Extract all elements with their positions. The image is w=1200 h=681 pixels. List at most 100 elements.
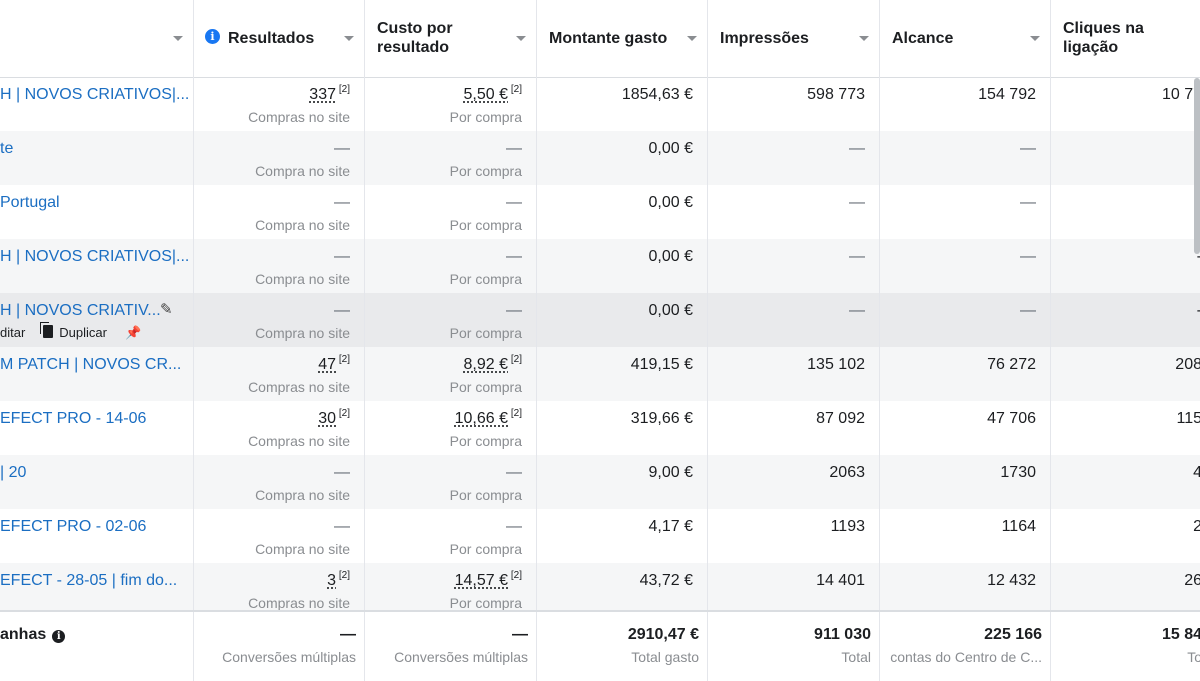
- chevron-down-icon[interactable]: [687, 36, 697, 41]
- campaign-name-cell: H | NOVOS CRIATIVOS|...: [0, 77, 194, 131]
- spend-value: 9,00 €: [649, 463, 693, 482]
- results-value[interactable]: 30: [318, 409, 336, 428]
- cost-value[interactable]: —: [506, 247, 522, 266]
- reach-value: —: [1020, 247, 1036, 266]
- footer-impressions: 911 030 Total: [708, 612, 880, 681]
- info-icon[interactable]: i: [205, 29, 220, 44]
- column-header-spend[interactable]: Montante gasto: [537, 0, 708, 77]
- campaign-name-link[interactable]: EFECT PRO - 14-06: [0, 409, 146, 428]
- cost-value[interactable]: —: [506, 517, 522, 536]
- reach-cell: 12 432: [880, 563, 1051, 617]
- results-value[interactable]: —: [334, 247, 350, 266]
- campaign-name-link[interactable]: EFECT - 28-05 | fim do...: [0, 571, 177, 590]
- column-header-results[interactable]: i Resultados: [194, 0, 365, 77]
- footer-title: anhas i: [0, 625, 65, 644]
- cost-value[interactable]: —: [506, 301, 522, 320]
- attribution-badge[interactable]: [2]: [339, 570, 350, 581]
- cost-type: Por compra: [450, 379, 522, 395]
- column-header-link-clicks[interactable]: Cliques na ligação: [1051, 0, 1200, 77]
- impressions-cell: —: [708, 239, 880, 293]
- reach-cell: 154 792: [880, 77, 1051, 131]
- cost-value[interactable]: 14,57 €: [455, 571, 508, 590]
- table-row[interactable]: M PATCH | NOVOS CR... 47 [2] Compras no s…: [0, 347, 1200, 401]
- table-row[interactable]: H | NOVOS CRIATIV... ✎ ditar Duplicar 📌 — …: [0, 293, 1200, 347]
- cost-value[interactable]: 5,50 €: [464, 85, 508, 104]
- results-value[interactable]: —: [334, 517, 350, 536]
- results-type: Compras no site: [248, 595, 350, 611]
- results-value[interactable]: —: [334, 301, 350, 320]
- pencil-icon[interactable]: ✎: [160, 300, 173, 318]
- attribution-badge[interactable]: [2]: [511, 570, 522, 581]
- table-row[interactable]: EFECT PRO - 14-06 30 [2] Compras no site …: [0, 401, 1200, 455]
- results-value[interactable]: —: [334, 139, 350, 158]
- campaign-name-cell: H | NOVOS CRIATIVOS|...: [0, 239, 194, 293]
- results-value[interactable]: 337: [309, 85, 336, 104]
- table-row[interactable]: H | NOVOS CRIATIVOS|... 337 [2] Compras n…: [0, 77, 1200, 131]
- info-icon[interactable]: i: [52, 630, 65, 643]
- reach-value: —: [1020, 193, 1036, 212]
- results-cell: — Compra no site: [194, 509, 365, 563]
- chevron-down-icon[interactable]: [344, 36, 354, 41]
- duplicate-link[interactable]: Duplicar: [59, 325, 107, 340]
- results-value[interactable]: —: [334, 463, 350, 482]
- column-header-cost[interactable]: Custo por resultado: [365, 0, 537, 77]
- reach-value: 1730: [1000, 463, 1036, 482]
- results-cell: 3 [2] Compras no site: [194, 563, 365, 617]
- pin-icon[interactable]: 📌: [125, 325, 141, 340]
- reach-cell: —: [880, 185, 1051, 239]
- edit-link[interactable]: ditar: [0, 325, 25, 340]
- reach-value: 1164: [1002, 517, 1036, 536]
- campaign-name-link[interactable]: EFECT PRO - 02-06: [0, 517, 146, 536]
- cost-value[interactable]: —: [506, 463, 522, 482]
- footer-spend: 2910,47 € Total gasto: [537, 612, 708, 681]
- attribution-badge[interactable]: [2]: [339, 354, 350, 365]
- spend-value: 0,00 €: [649, 139, 693, 158]
- cost-type: Por compra: [450, 325, 522, 341]
- campaign-name-link[interactable]: Portugal: [0, 193, 60, 212]
- attribution-badge[interactable]: [2]: [339, 84, 350, 95]
- campaign-name-link[interactable]: te: [0, 139, 13, 158]
- results-value[interactable]: 47: [318, 355, 336, 374]
- attribution-badge[interactable]: [2]: [511, 408, 522, 419]
- attribution-badge[interactable]: [2]: [511, 354, 522, 365]
- table-row[interactable]: EFECT PRO - 02-06 — Compra no site — Por…: [0, 509, 1200, 563]
- column-header-reach[interactable]: Alcance: [880, 0, 1051, 77]
- chevron-down-icon[interactable]: [516, 36, 526, 41]
- table-header: i Resultados Custo por resultado Montant…: [0, 0, 1200, 78]
- table-row[interactable]: H | NOVOS CRIATIVOS|... — Compra no site…: [0, 239, 1200, 293]
- table-row[interactable]: | 20 — Compra no site — Por compra 9,00 …: [0, 455, 1200, 509]
- cost-value[interactable]: 8,92 €: [464, 355, 508, 374]
- footer-impressions-value: 911 030: [814, 625, 871, 644]
- spend-cell: 0,00 €: [537, 239, 708, 293]
- campaign-name-link[interactable]: H | NOVOS CRIATIV...: [0, 301, 161, 320]
- column-header-impressions[interactable]: Impressões: [708, 0, 880, 77]
- column-header-name[interactable]: [0, 0, 194, 77]
- chevron-down-icon[interactable]: [173, 36, 183, 41]
- results-value[interactable]: 3: [327, 571, 336, 590]
- campaign-name-cell: H | NOVOS CRIATIV... ✎ ditar Duplicar 📌: [0, 293, 194, 347]
- footer-results: — Conversões múltiplas: [194, 612, 365, 681]
- attribution-badge[interactable]: [2]: [511, 84, 522, 95]
- vertical-scrollbar[interactable]: [1194, 78, 1200, 254]
- table-row[interactable]: EFECT - 28-05 | fim do... 3 [2] Compras n…: [0, 563, 1200, 617]
- attribution-badge[interactable]: [2]: [339, 408, 350, 419]
- campaign-name-link[interactable]: M PATCH | NOVOS CR...: [0, 355, 181, 374]
- duplicate-icon[interactable]: [43, 325, 53, 338]
- reach-value: —: [1020, 301, 1036, 320]
- results-value[interactable]: —: [334, 193, 350, 212]
- cost-value[interactable]: —: [506, 193, 522, 212]
- footer-cost-value: —: [512, 625, 528, 644]
- cost-cell: — Por compra: [365, 293, 537, 347]
- impressions-cell: 1193: [708, 509, 880, 563]
- cost-value[interactable]: 10,66 €: [455, 409, 508, 428]
- table-row[interactable]: te — Compra no site — Por compra 0,00 € …: [0, 131, 1200, 185]
- cost-value[interactable]: —: [506, 139, 522, 158]
- campaign-name-link[interactable]: H | NOVOS CRIATIVOS|...: [0, 247, 189, 266]
- column-header-label: Alcance: [892, 29, 953, 48]
- campaign-name-link[interactable]: H | NOVOS CRIATIVOS|...: [0, 85, 189, 104]
- chevron-down-icon[interactable]: [1030, 36, 1040, 41]
- campaign-name-link[interactable]: | 20: [0, 463, 26, 482]
- table-row[interactable]: Portugal — Compra no site — Por compra 0…: [0, 185, 1200, 239]
- reach-cell: —: [880, 131, 1051, 185]
- chevron-down-icon[interactable]: [859, 36, 869, 41]
